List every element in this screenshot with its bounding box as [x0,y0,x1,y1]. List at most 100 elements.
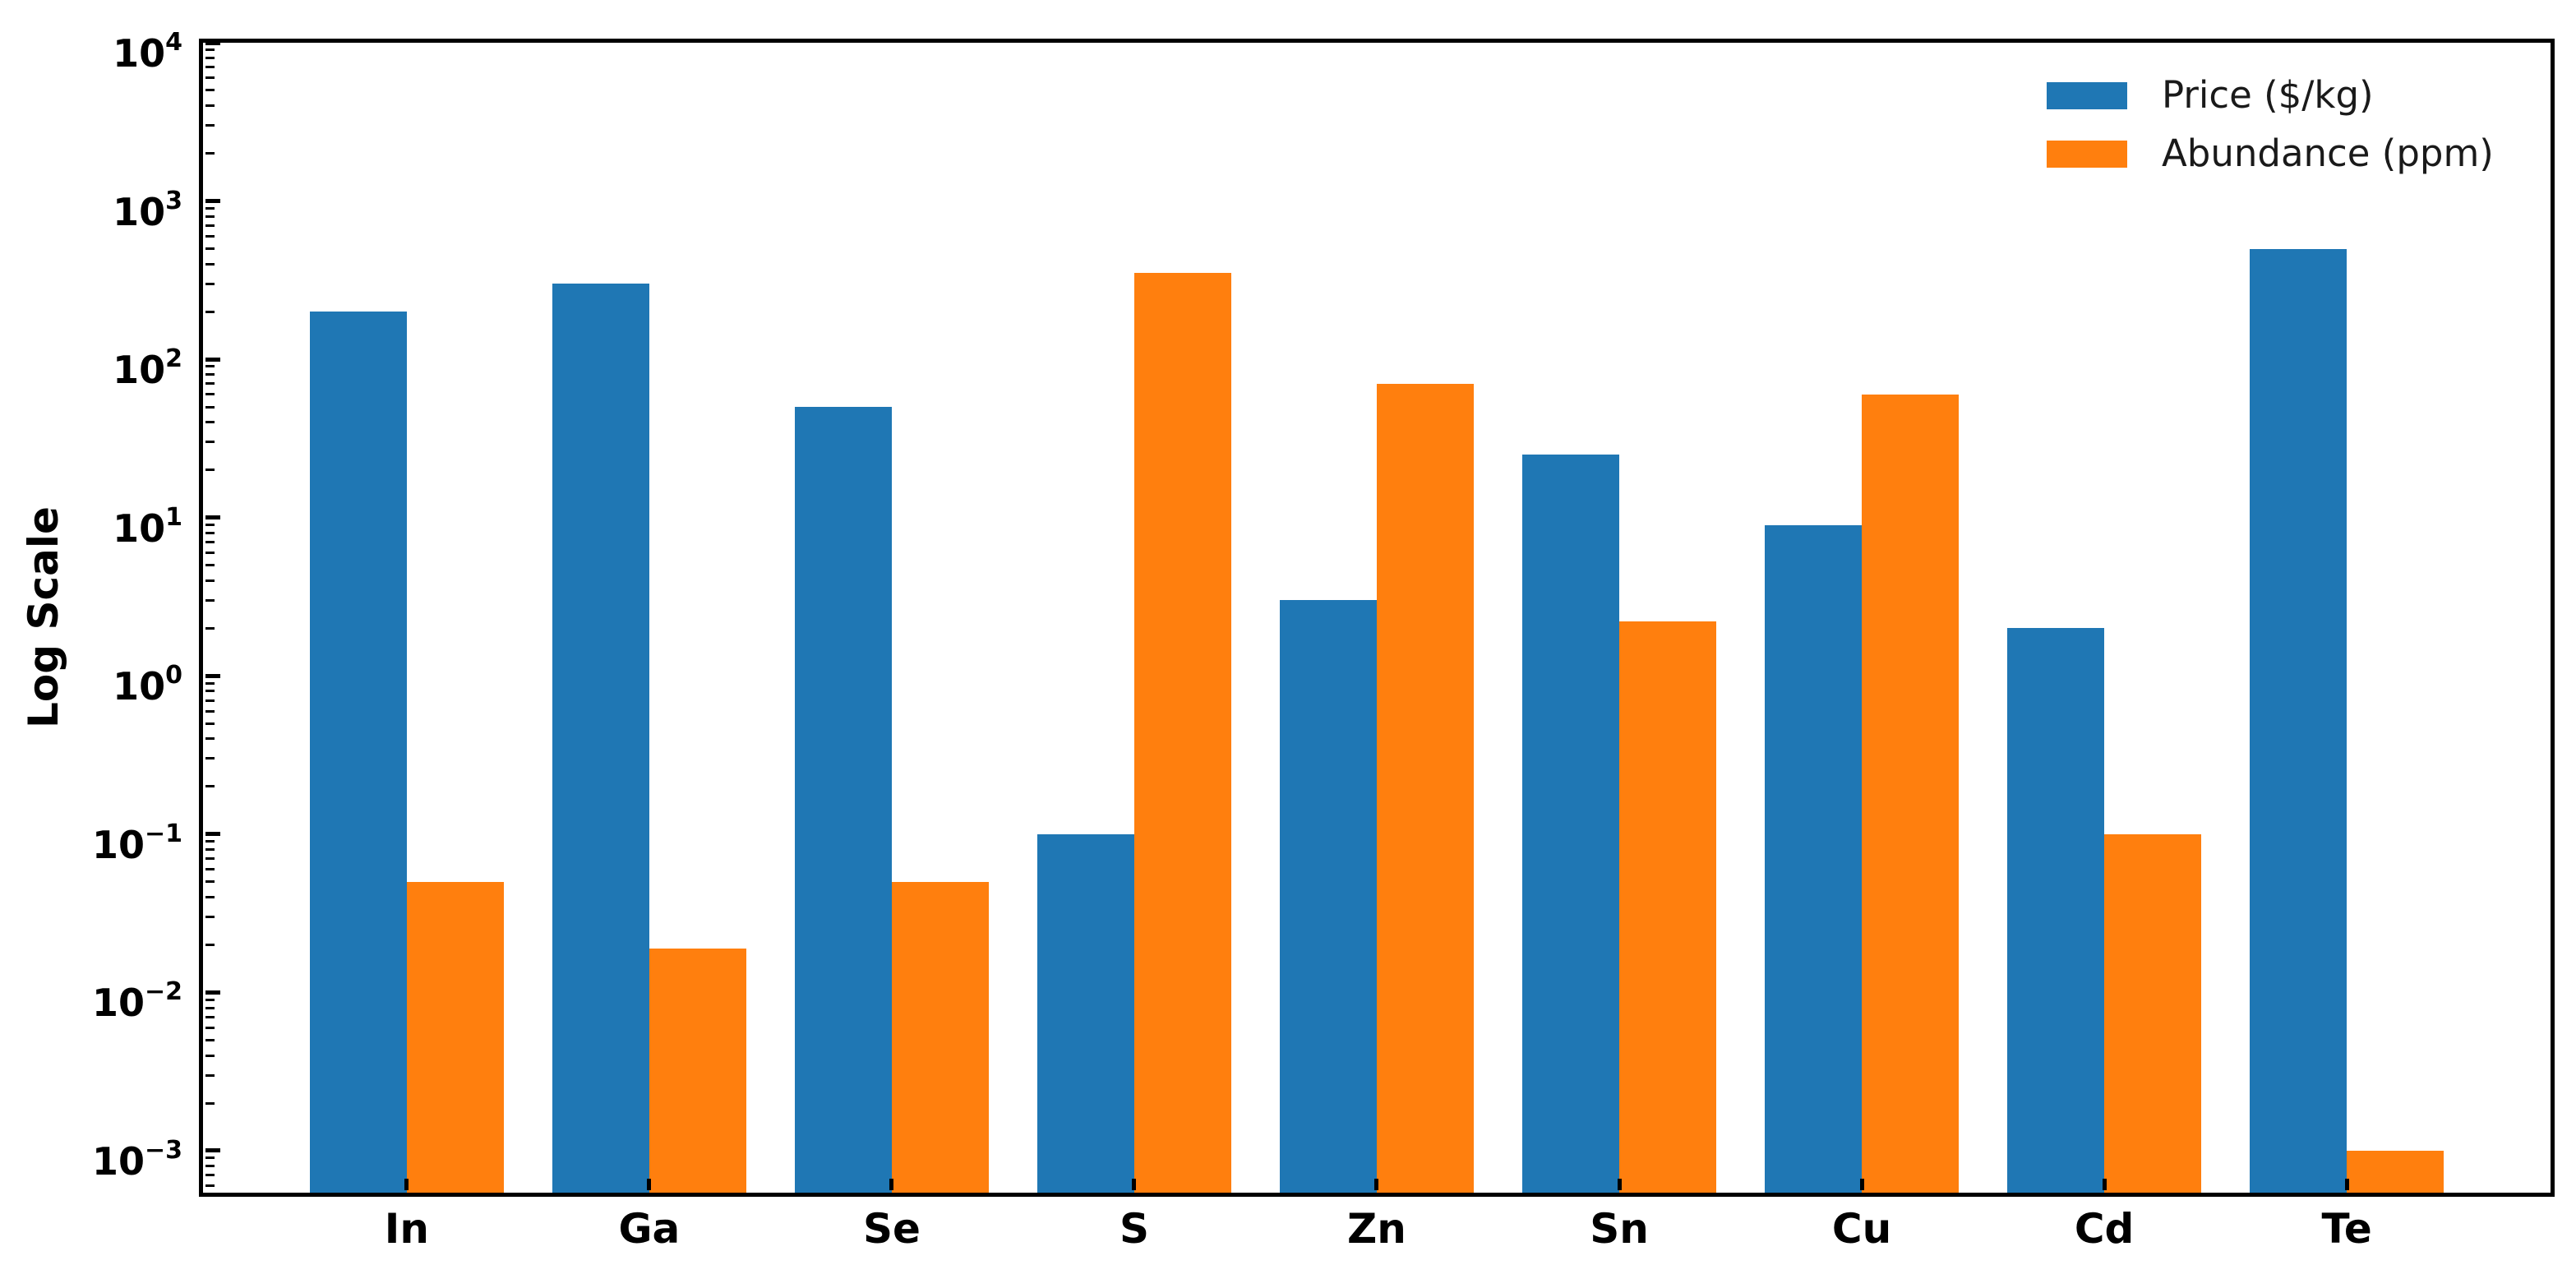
y-minor-tick [205,310,215,313]
y-minor-tick [205,541,215,544]
y-minor-tick [205,1174,215,1177]
y-minor-tick [205,1006,215,1009]
y-minor-tick [205,1101,215,1105]
y-minor-tick [205,848,215,851]
y-minor-tick [205,206,215,210]
y-major-tick [205,515,220,520]
y-minor-tick [205,709,215,713]
y-minor-tick [205,282,215,285]
bar-Se-price [794,407,892,1193]
y-major-tick [205,990,220,995]
x-tick-Sn [1617,1179,1622,1190]
y-minor-tick [205,737,215,741]
bar-In-price [309,312,407,1193]
y-minor-tick [205,722,215,725]
y-tick-label: 103 [113,186,182,234]
y-minor-tick [205,598,215,602]
y-minor-tick [205,998,215,1001]
y-major-tick [205,1148,220,1153]
y-minor-tick [205,857,215,861]
y-minor-tick [205,57,215,60]
x-tick-label-In: In [384,1205,429,1253]
x-tick-Cu [1859,1179,1864,1190]
bar-S-price [1036,833,1134,1193]
y-minor-tick [205,124,215,127]
y-minor-tick [205,757,215,760]
y-minor-tick [205,840,215,843]
y-minor-tick [205,89,215,92]
x-tick-S [1132,1179,1137,1190]
y-minor-tick [205,626,215,630]
y-major-tick [205,199,220,204]
bar-Zn-abundance [1376,383,1474,1193]
x-tick-Te [2344,1179,2349,1190]
y-minor-tick [205,152,215,155]
y-minor-tick [205,1015,215,1018]
y-minor-tick [205,405,215,409]
y-major-tick [205,357,220,362]
bar-Sn-abundance [1619,621,1717,1193]
bar-Te-abundance [2347,1150,2444,1193]
y-major-tick [205,832,220,837]
y-major-tick [205,40,220,45]
y-minor-tick [205,524,215,527]
x-tick-label-Ga: Ga [618,1205,681,1253]
y-minor-tick [205,215,215,218]
y-minor-tick [205,579,215,582]
y-minor-tick [205,1157,215,1160]
bar-Ga-price [552,284,649,1193]
y-minor-tick [205,224,215,227]
y-minor-tick [205,943,215,946]
bar-Cu-price [1765,524,1863,1193]
bar-Cu-abundance [1862,394,1960,1193]
y-minor-tick [205,66,215,69]
y-minor-tick [205,76,215,80]
y-minor-tick [205,868,215,871]
y-minor-tick [205,1073,215,1077]
y-minor-tick [205,551,215,554]
x-tick-Cd [2102,1179,2107,1190]
bar-In-abundance [406,881,504,1193]
y-minor-tick [205,531,215,534]
bar-Cd-abundance [2104,833,2202,1193]
y-minor-tick [205,373,215,376]
y-minor-tick [205,247,215,251]
y-minor-tick [205,48,215,52]
bar-Se-abundance [891,881,989,1193]
y-tick-label: 102 [113,344,182,393]
bar-Sn-price [1522,455,1620,1193]
y-minor-tick [205,1026,215,1029]
y-minor-tick [205,1038,215,1041]
y-tick-label: 10−3 [91,1135,182,1184]
y-minor-tick [205,681,215,685]
plot-frame [199,39,2555,1197]
y-minor-tick [205,234,215,238]
y-minor-tick [205,1184,215,1188]
x-tick-label-Cu: Cu [1831,1205,1892,1253]
y-tick-label: 101 [113,502,182,551]
y-minor-tick [205,104,215,108]
y-major-tick [205,673,220,678]
x-tick-label-Sn: Sn [1590,1205,1649,1253]
y-minor-tick [205,564,215,567]
bar-Te-price [2250,248,2347,1193]
y-minor-tick [205,895,215,898]
x-tick-label-S: S [1119,1205,1149,1253]
bar-Cd-price [2007,628,2105,1193]
y-minor-tick [205,469,215,472]
y-minor-tick [205,365,215,368]
x-tick-label-Zn: Zn [1347,1205,1406,1253]
y-minor-tick [205,393,215,396]
y-tick-label: 100 [113,661,182,709]
bar-Ga-abundance [649,948,746,1193]
x-tick-Ga [647,1179,652,1190]
y-tick-label: 104 [113,28,182,76]
x-tick-label-Te: Te [2321,1205,2372,1253]
y-minor-tick [205,880,215,884]
bar-Zn-price [1279,600,1377,1193]
y-minor-tick [205,916,215,919]
x-tick-label-Se: Se [862,1205,921,1253]
x-tick-In [404,1179,409,1190]
y-minor-tick [205,1165,215,1168]
